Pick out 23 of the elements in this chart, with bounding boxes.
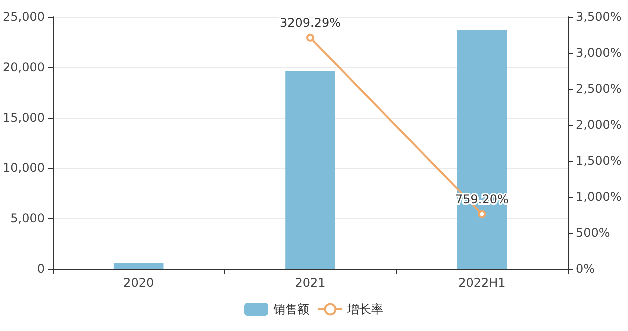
y-tick-label: 10,000 bbox=[2, 161, 45, 176]
data-label: 3209.29% bbox=[280, 16, 342, 30]
y2-tick-label: 1,000% bbox=[576, 190, 622, 204]
x-tick-label: 2022H1 bbox=[458, 276, 506, 290]
x-tick-label: 2021 bbox=[295, 276, 326, 290]
y-tick-label: 15,000 bbox=[2, 110, 45, 125]
bar bbox=[286, 71, 336, 269]
y-tick-label: 5,000 bbox=[10, 212, 45, 226]
legend-label: 销售额 bbox=[272, 302, 310, 316]
y-tick-label: 20,000 bbox=[2, 60, 45, 74]
y2-tick-label: 500% bbox=[576, 226, 610, 240]
y2-tick-label: 2,500% bbox=[576, 82, 622, 96]
y2-tick-label: 3,500% bbox=[576, 10, 622, 24]
y2-tick-label: 1,500% bbox=[576, 154, 622, 168]
y2-tick-label: 2,000% bbox=[576, 118, 622, 132]
y-tick-label: 0 bbox=[37, 262, 45, 276]
x-tick-label: 2020 bbox=[124, 276, 154, 290]
bar bbox=[457, 30, 508, 269]
y2-tick-label: 0% bbox=[576, 262, 596, 276]
y2-tick-label: 3,000% bbox=[576, 46, 622, 60]
bar bbox=[114, 262, 164, 269]
legend-label: 增长率 bbox=[346, 302, 384, 316]
y-tick-label: 25,000 bbox=[2, 10, 45, 24]
